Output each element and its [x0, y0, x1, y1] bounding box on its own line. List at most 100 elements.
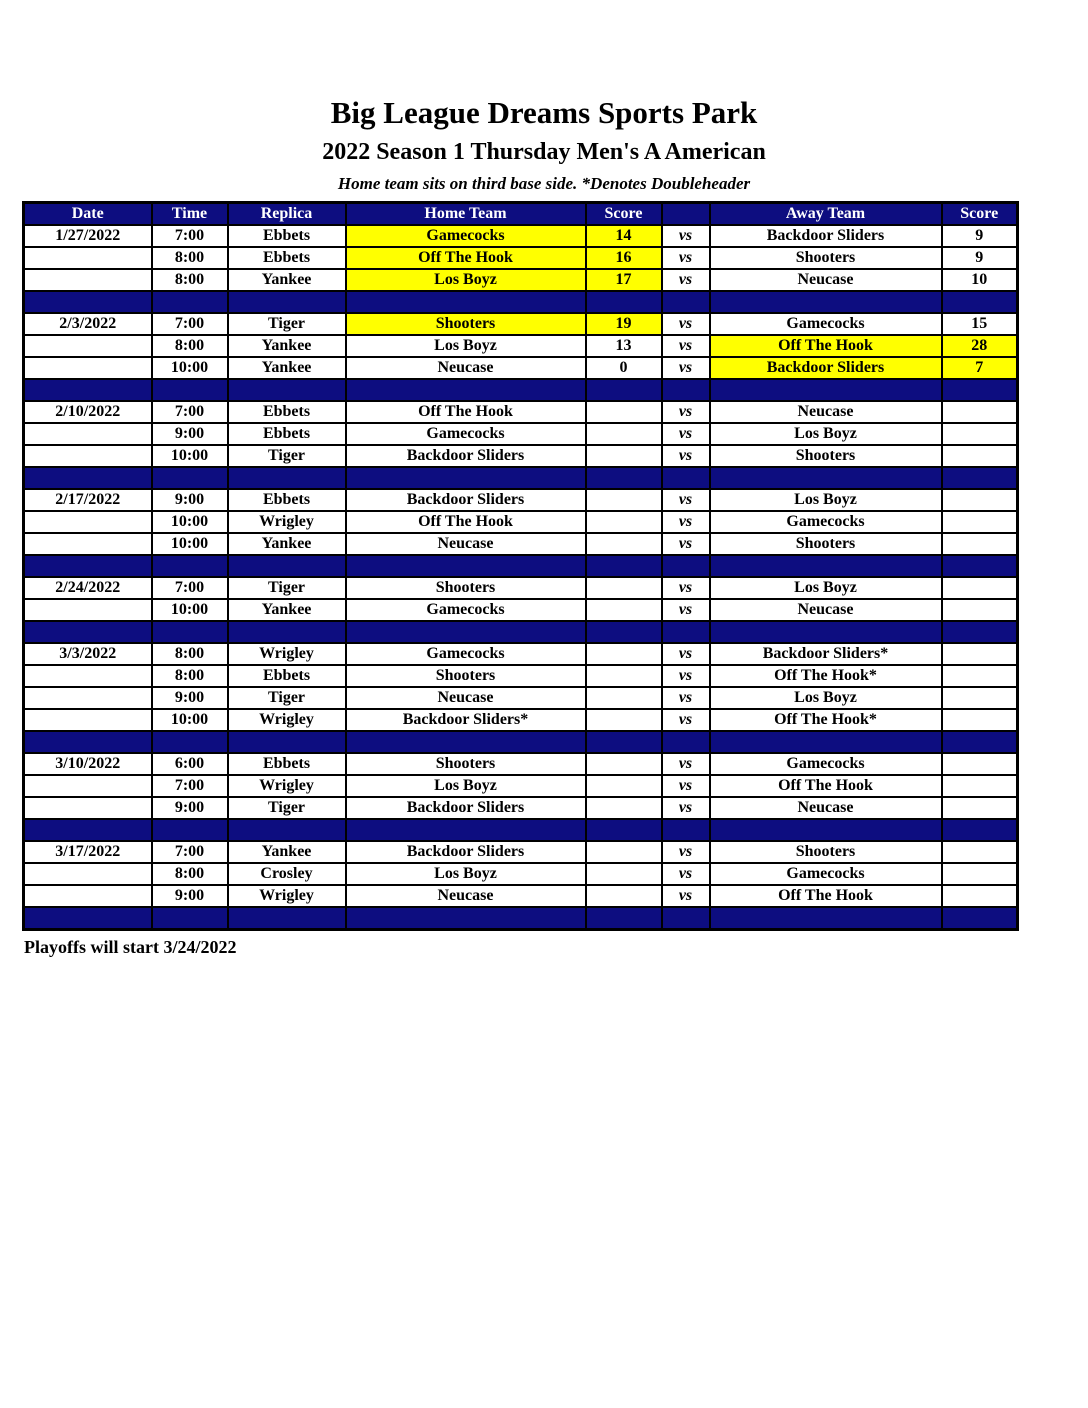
- date-cell: [22, 598, 153, 622]
- home-team-cell: Shooters: [344, 752, 587, 776]
- vs-cell: vs: [660, 884, 711, 908]
- spacer-cell: [226, 620, 347, 644]
- home-score-cell: 16: [584, 246, 663, 270]
- game-row: 2/10/2022 7:00 Ebbets Off The Hook vs Neucase: [22, 400, 1019, 424]
- spacer-cell: [584, 730, 663, 754]
- replica-cell: Ebbets: [226, 246, 347, 270]
- spacer-cell: [22, 818, 153, 842]
- vs-cell: vs: [660, 224, 711, 248]
- game-row: 10:00 Yankee Neucase 0 vs Backdoor Sliders 7: [22, 356, 1019, 380]
- vs-cell: vs: [660, 532, 711, 556]
- spacer-cell: [940, 290, 1019, 314]
- replica-cell: Tiger: [226, 576, 347, 600]
- time-cell: 6:00: [150, 752, 229, 776]
- spacer-cell: [150, 906, 229, 931]
- away-score-cell: [940, 752, 1019, 776]
- vs-cell: vs: [660, 246, 711, 270]
- home-score-cell: [584, 862, 663, 886]
- game-row: 9:00 Ebbets Gamecocks vs Los Boyz: [22, 422, 1019, 446]
- spacer-cell: [940, 818, 1019, 842]
- spacer-row: [22, 554, 1019, 578]
- game-row: 3/3/2022 8:00 Wrigley Gamecocks vs Backdoor S…: [22, 642, 1019, 666]
- spacer-row: [22, 290, 1019, 314]
- vs-cell: vs: [660, 708, 711, 732]
- schedule-body: 1/27/2022 7:00 Ebbets Gamecocks 14 vs Backdoor…: [22, 224, 1019, 931]
- time-cell: 9:00: [150, 488, 229, 512]
- time-cell: 10:00: [150, 510, 229, 534]
- away-team-cell: Shooters: [708, 532, 943, 556]
- page-subtitle: 2022 Season 1 Thursday Men's A American: [322, 139, 766, 165]
- away-team-cell: Shooters: [708, 444, 943, 468]
- home-team-cell: Gamecocks: [344, 224, 587, 248]
- game-row: 8:00 Ebbets Off The Hook 16 vs Shooters 9: [22, 246, 1019, 270]
- spacer-cell: [940, 620, 1019, 644]
- time-cell: 9:00: [150, 884, 229, 908]
- spacer-cell: [150, 818, 229, 842]
- date-cell: [22, 356, 153, 380]
- date-cell: 2/17/2022: [22, 488, 153, 512]
- home-team-cell: Backdoor Sliders*: [344, 708, 587, 732]
- home-score-cell: [584, 642, 663, 666]
- away-team-cell: Los Boyz: [708, 576, 943, 600]
- vs-cell: vs: [660, 312, 711, 336]
- replica-cell: Wrigley: [226, 708, 347, 732]
- spacer-cell: [226, 290, 347, 314]
- away-score-cell: [940, 598, 1019, 622]
- time-cell: 8:00: [150, 862, 229, 886]
- time-cell: 10:00: [150, 708, 229, 732]
- away-team-cell: Shooters: [708, 246, 943, 270]
- replica-cell: Ebbets: [226, 752, 347, 776]
- home-score-cell: [584, 576, 663, 600]
- spacer-cell: [708, 906, 943, 931]
- vs-cell: vs: [660, 796, 711, 820]
- vs-cell: vs: [660, 576, 711, 600]
- home-score-cell: [584, 708, 663, 732]
- game-row: 10:00 Wrigley Backdoor Sliders* vs Off The H…: [22, 708, 1019, 732]
- away-team-cell: Gamecocks: [708, 752, 943, 776]
- spacer-cell: [584, 554, 663, 578]
- away-score-cell: 7: [940, 356, 1019, 380]
- home-team-cell: Off The Hook: [344, 246, 587, 270]
- away-team-cell: Neucase: [708, 400, 943, 424]
- date-cell: [22, 774, 153, 798]
- home-team-note: Home team sits on third base side. *Deno…: [337, 174, 751, 193]
- home-score-cell: 17: [584, 268, 663, 292]
- replica-cell: Yankee: [226, 598, 347, 622]
- home-score-cell: [584, 796, 663, 820]
- spacer-cell: [226, 906, 347, 931]
- replica-cell: Wrigley: [226, 642, 347, 666]
- replica-cell: Wrigley: [226, 510, 347, 534]
- time-cell: 7:00: [150, 774, 229, 798]
- game-row: 2/17/2022 9:00 Ebbets Backdoor Sliders vs Los…: [22, 488, 1019, 512]
- home-score-cell: 13: [584, 334, 663, 358]
- spacer-cell: [584, 378, 663, 402]
- away-score-cell: [940, 884, 1019, 908]
- time-cell: 9:00: [150, 686, 229, 710]
- spacer-cell: [22, 466, 153, 490]
- game-row: 8:00 Yankee Los Boyz 17 vs Neucase 10: [22, 268, 1019, 292]
- spacer-cell: [584, 466, 663, 490]
- away-team-cell: Backdoor Sliders*: [708, 642, 943, 666]
- spacer-cell: [150, 466, 229, 490]
- away-score-cell: [940, 422, 1019, 446]
- spacer-cell: [344, 466, 587, 490]
- vs-cell: vs: [660, 356, 711, 380]
- date-cell: [22, 334, 153, 358]
- replica-cell: Wrigley: [226, 774, 347, 798]
- vs-cell: vs: [660, 862, 711, 886]
- spacer-cell: [584, 818, 663, 842]
- spacer-cell: [708, 818, 943, 842]
- spacer-cell: [150, 290, 229, 314]
- date-cell: 1/27/2022: [22, 224, 153, 248]
- away-score-cell: [940, 796, 1019, 820]
- date-cell: 3/10/2022: [22, 752, 153, 776]
- spacer-cell: [226, 554, 347, 578]
- spacer-row: [22, 466, 1019, 490]
- vs-cell: vs: [660, 642, 711, 666]
- away-score-cell: [940, 686, 1019, 710]
- header-time: Time: [150, 201, 229, 226]
- home-team-cell: Backdoor Sliders: [344, 444, 587, 468]
- home-score-cell: [584, 532, 663, 556]
- vs-cell: vs: [660, 444, 711, 468]
- home-score-cell: [584, 598, 663, 622]
